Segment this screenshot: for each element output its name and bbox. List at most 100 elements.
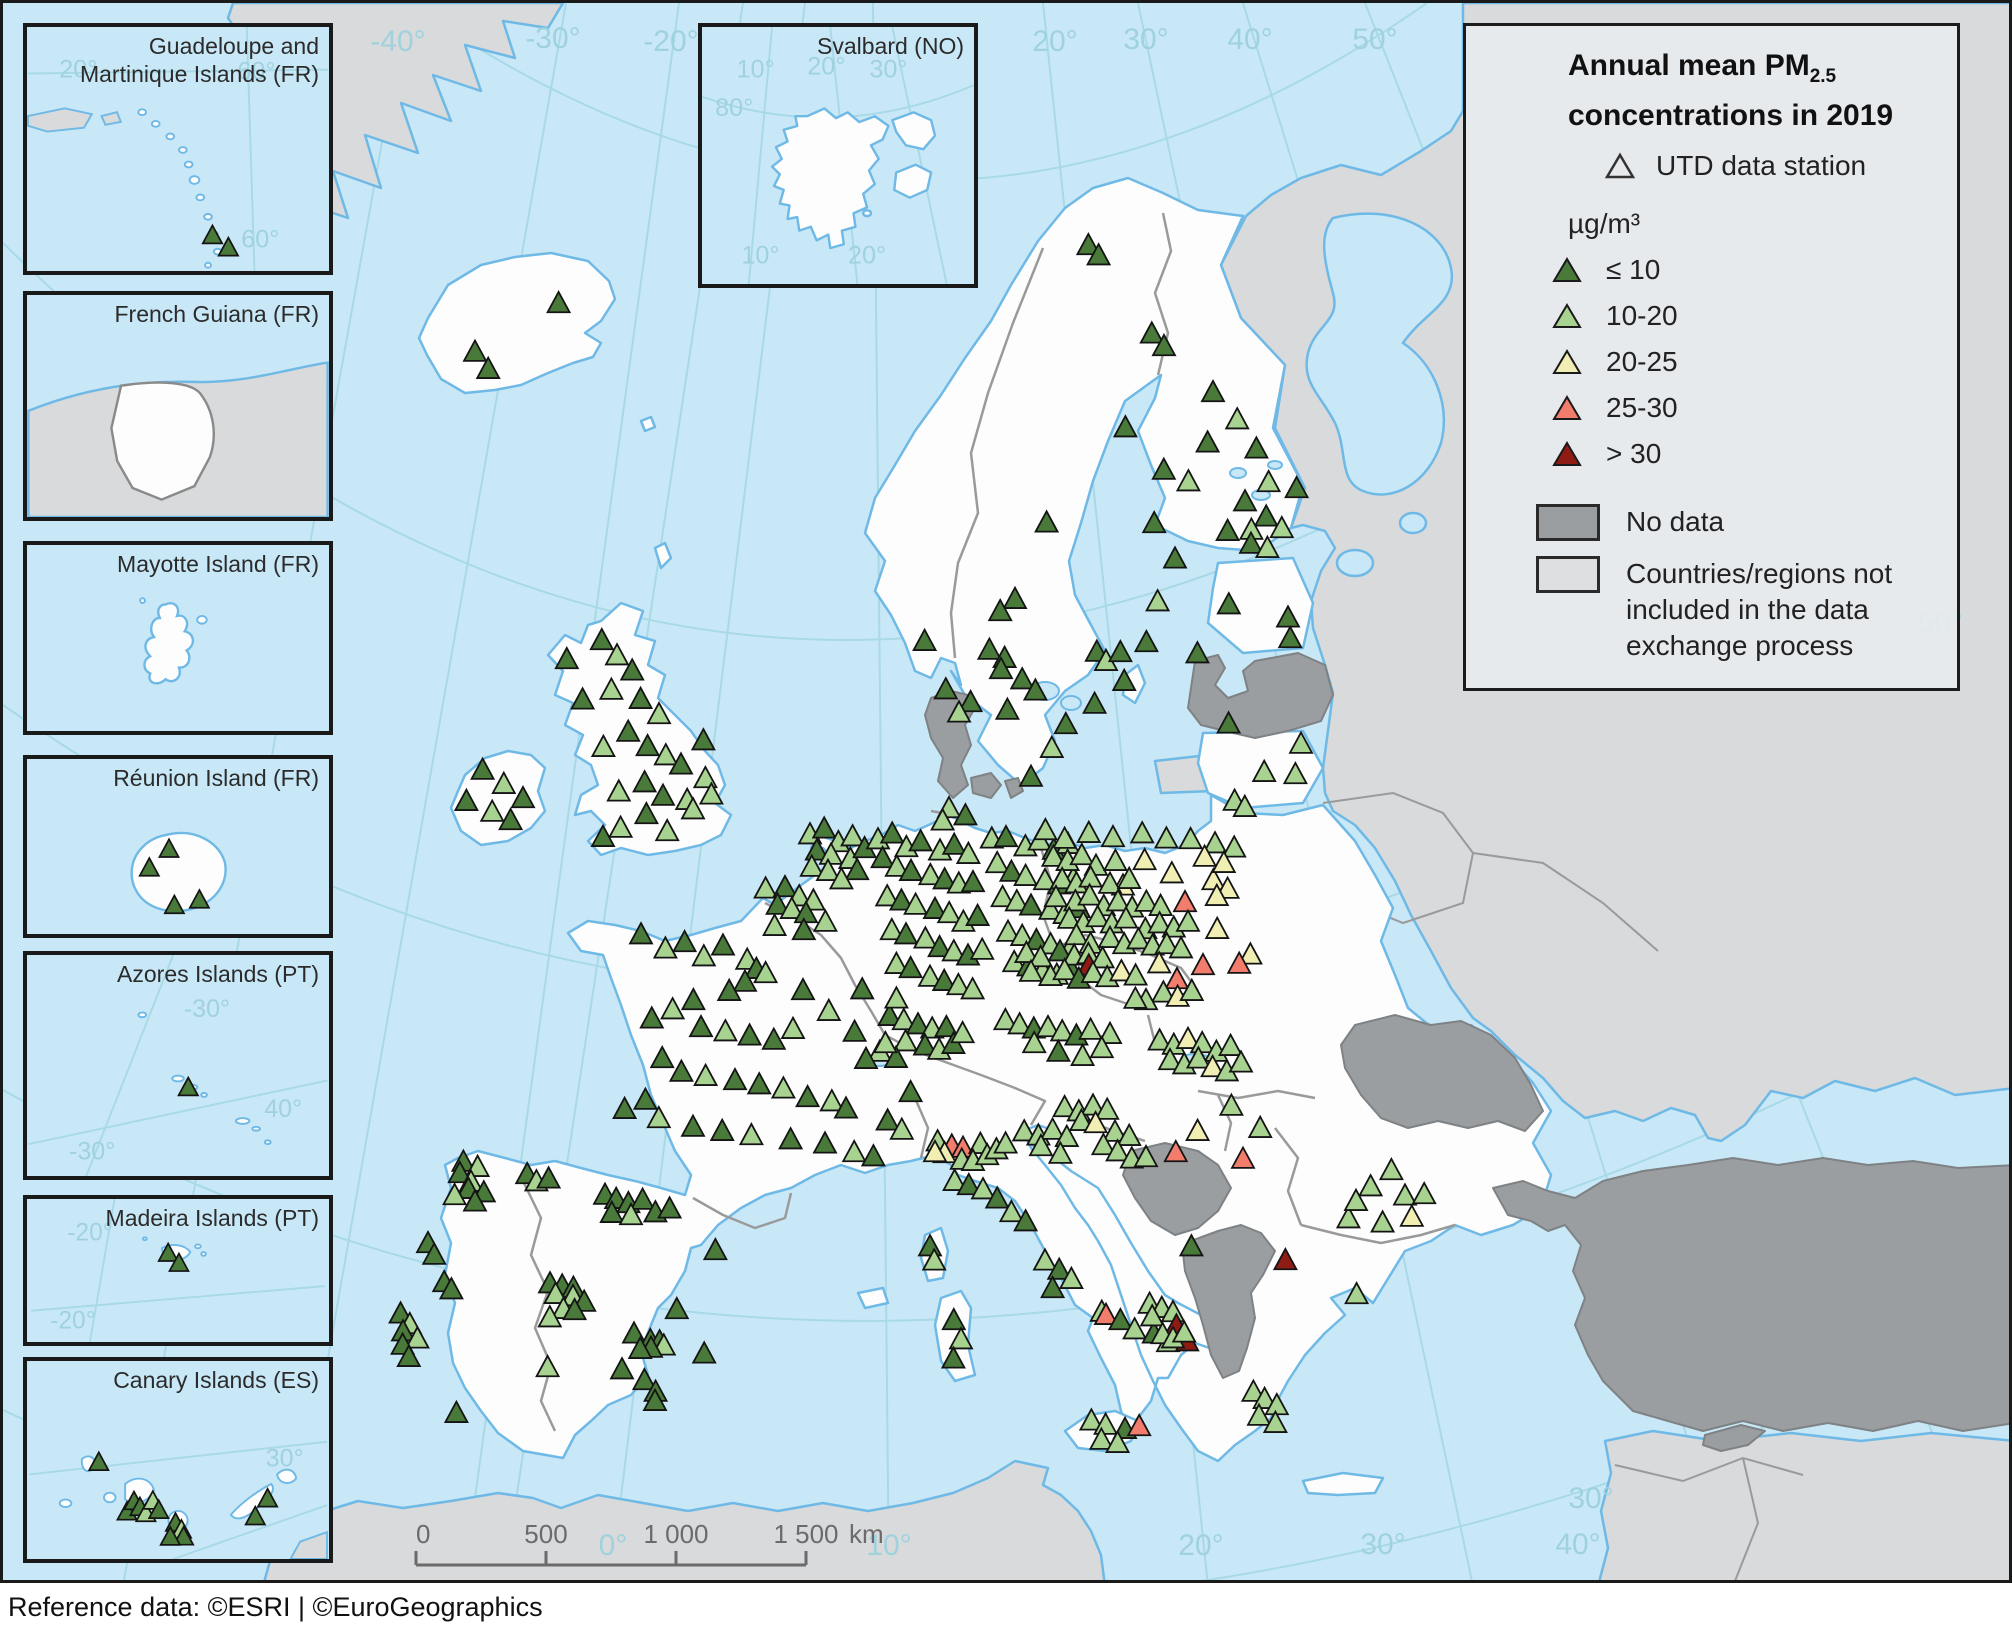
station-triangle	[1102, 847, 1128, 871]
station-triangle	[770, 1075, 796, 1099]
station-triangle	[1125, 926, 1151, 950]
station-triangle	[537, 1304, 563, 1328]
station-triangle	[1275, 604, 1301, 628]
scale-tick-label: 1 000	[643, 1521, 708, 1549]
station-triangle	[853, 1045, 879, 1069]
station-triangle	[1122, 985, 1148, 1009]
graticule-label: -20°	[643, 25, 698, 58]
station-triangle	[1046, 1256, 1072, 1280]
station-triangle	[201, 223, 224, 245]
utd-label: UTD data station	[1656, 150, 1867, 181]
station-triangle	[1032, 1247, 1058, 1271]
station-triangle	[632, 1086, 658, 1110]
station-triangle	[984, 1185, 1010, 1209]
station-triangle	[884, 853, 910, 877]
station-triangle	[816, 997, 842, 1021]
station-triangle	[879, 917, 905, 941]
station-triangle	[646, 701, 672, 725]
station-triangle	[652, 935, 678, 959]
graticule-label: 30°	[1360, 1528, 1405, 1561]
station-triangle	[691, 943, 717, 967]
station-triangle	[1200, 379, 1226, 403]
station-triangle	[917, 963, 943, 987]
class-triangle-icon	[1552, 395, 1582, 420]
station-triangle	[1358, 1173, 1384, 1197]
station-triangle	[891, 1007, 917, 1031]
legend-class-row: 20-25	[1550, 346, 1678, 378]
station-triangle	[1147, 910, 1173, 934]
inset-reunion: Réunion Island (FR)	[23, 755, 333, 938]
station-triangle	[849, 976, 875, 1000]
inset-canary: 30° Canary Islands (ES)	[23, 1357, 333, 1563]
station-triangle	[877, 1002, 903, 1026]
station-triangle	[1032, 817, 1058, 841]
station-triangle	[590, 823, 616, 847]
station-triangle	[732, 968, 758, 992]
station-triangle	[1075, 232, 1101, 256]
station-triangle	[917, 862, 943, 886]
station-triangle	[438, 1276, 464, 1300]
station-triangle	[1153, 825, 1179, 849]
station-triangle	[1107, 639, 1133, 663]
station-triangle	[893, 1028, 919, 1052]
station-triangle	[898, 1079, 924, 1103]
station-triangle	[990, 884, 1016, 908]
station-triangle	[1052, 825, 1078, 849]
station-triangle	[1224, 406, 1250, 430]
station-triangle	[1028, 1133, 1054, 1157]
station-triangle	[1083, 1110, 1109, 1134]
inset-title: French Guiana (FR)	[114, 301, 319, 327]
inset-title: Mayotte Island (FR)	[117, 551, 319, 577]
station-triangle	[1154, 931, 1180, 955]
station-triangle	[995, 918, 1021, 942]
station-triangle	[1175, 908, 1201, 932]
north-africa	[263, 1459, 1106, 1580]
station-triangle	[1218, 1092, 1244, 1116]
station-triangle	[1077, 882, 1103, 906]
station-triangle	[844, 857, 870, 881]
station-triangle	[498, 807, 524, 831]
unit-label: µg/m³	[1568, 208, 1641, 239]
station-triangle	[772, 874, 798, 898]
station-triangle	[819, 1088, 845, 1112]
station-triangle	[1052, 957, 1078, 981]
station-triangle	[883, 985, 909, 1009]
station-triangle	[168, 1251, 190, 1272]
station-triangle	[1108, 958, 1134, 982]
station-triangle	[1139, 320, 1165, 344]
station-triangle	[1049, 1018, 1075, 1042]
station-triangle	[462, 338, 488, 362]
inset-madeira: -20° -20° Madeira Islands (PT)	[23, 1195, 333, 1346]
station-triangle	[1254, 534, 1280, 558]
station-triangle	[1218, 1032, 1244, 1056]
station-triangle	[960, 869, 986, 893]
station-triangle	[940, 1345, 966, 1369]
station-triangle	[690, 727, 716, 751]
station-triangle	[922, 1139, 948, 1163]
class-triangle-icon	[1552, 257, 1582, 282]
station-triangle	[702, 1237, 728, 1261]
station-triangle	[688, 1014, 714, 1038]
station-triangle	[536, 1165, 562, 1189]
station-triangle	[921, 1247, 947, 1271]
utd-triangle-icon	[1604, 152, 1636, 179]
station-triangle	[737, 1022, 763, 1046]
middle-east	[1598, 1429, 2009, 1580]
station-triangle	[738, 1122, 764, 1146]
station-triangle	[609, 1356, 635, 1380]
graticule-label: 0°	[599, 1529, 628, 1562]
station-triangle	[475, 355, 501, 379]
station-triangle	[840, 823, 866, 847]
station-triangle	[812, 1130, 838, 1154]
station-triangle	[879, 820, 905, 844]
station-triangle	[1126, 1413, 1152, 1437]
station-triangle	[628, 685, 654, 709]
station-triangle	[1141, 510, 1167, 534]
graticule-label: 20°	[848, 242, 886, 270]
station-triangle	[546, 290, 572, 314]
station-triangle	[1018, 958, 1044, 982]
station-triangle	[993, 824, 1019, 848]
station-triangle	[562, 1297, 588, 1321]
inset-title: Guadeloupe and Martinique Islands (FR)	[79, 33, 319, 87]
station-triangle	[680, 987, 706, 1011]
